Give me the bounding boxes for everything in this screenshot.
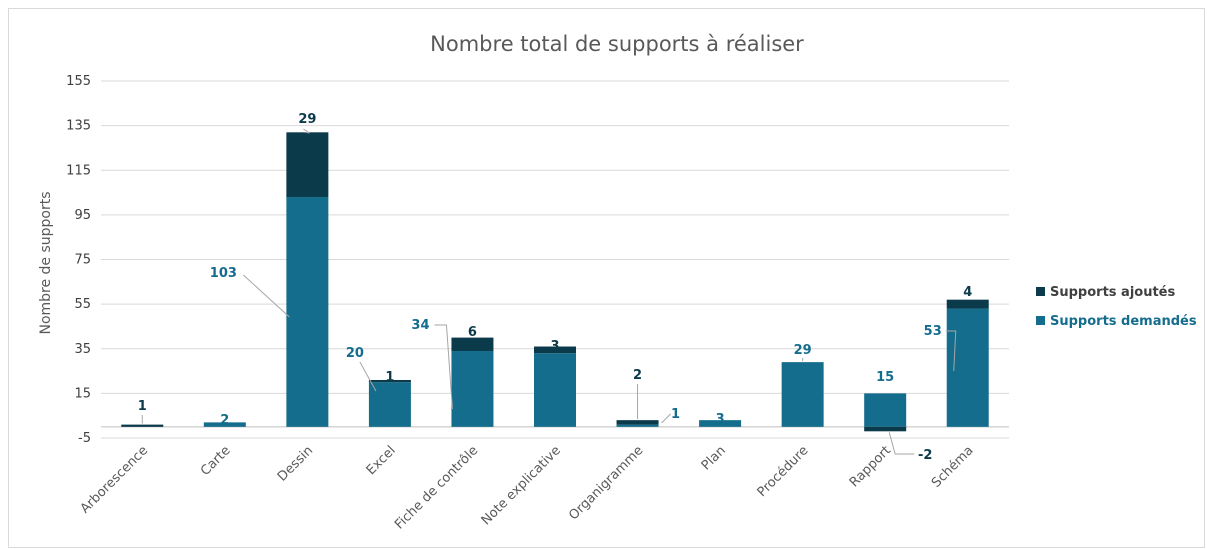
bar-segment [121,424,164,427]
y-tick-label: 35 [74,342,91,357]
leader-line [888,432,915,455]
bar-segment [946,299,989,309]
y-tick-label: 135 [66,119,91,134]
legend-label: Supports ajoutés [1050,285,1175,300]
chart-frame: 1 2 29 103 1 20 6 34 3 33 2 1 3 29 15 -2 4 53 -5 15 35 55 75 9… [8,8,1205,548]
leader-line [434,324,453,410]
bar-segment [286,132,329,198]
y-tick-label: 95 [74,208,91,223]
y-tick-label: 155 [66,74,91,89]
bar-segment [616,424,659,427]
data-label: 1 [138,399,147,414]
bar-segment [368,382,411,427]
bar-segment [203,422,246,427]
data-label: 33 [473,387,491,402]
data-label: 2 [633,368,642,383]
leader-line [243,274,290,318]
y-tick-label: 75 [74,253,91,268]
bar-segment [368,379,411,383]
legend-label: Supports demandés [1050,314,1197,329]
data-label: 15 [876,370,894,385]
data-label: 4 [963,285,972,300]
data-label: 53 [924,324,942,339]
data-label: 103 [210,266,237,281]
leader-line [359,361,377,392]
y-tick-label: -5 [78,431,91,446]
leader-line [945,330,957,372]
data-label: 34 [411,318,429,333]
x-tick-label: Arborescence [78,443,151,516]
y-tick-label: 15 [74,386,91,401]
bar-segment [864,426,907,432]
bar-segment [451,337,494,351]
x-tick-label: Fiche de contrôle [392,443,481,532]
data-label: 3 [550,339,559,354]
data-label: 1 [671,407,680,422]
x-tick-label: Carte [198,443,234,479]
y-axis-title: Nombre de supports [38,191,54,334]
x-tick-label: Note explicative [479,443,564,528]
x-tick-label: Procédure [755,443,812,500]
leader-line [303,128,310,134]
bar-segment [699,420,742,427]
bar-segment [616,420,659,425]
bar-segment [451,350,494,427]
bar-segment [534,353,576,427]
legend-swatch [1036,316,1045,325]
y-tick-label: 55 [74,297,91,312]
gridlines [101,80,1009,439]
x-tick-label: Dessin [275,443,316,484]
data-label: 29 [794,343,812,358]
x-tick-label: Excel [364,443,399,478]
data-label: 2 [220,413,229,428]
y-tick-label: 115 [66,163,91,178]
x-tick-label: Rapport [847,443,894,490]
x-tick-label: Schéma [929,443,977,491]
leader-lines [141,128,957,455]
data-label: 20 [346,346,364,361]
data-label: -2 [918,448,932,463]
x-tick-label: Organigramme [566,443,646,523]
bar-segment [781,362,824,427]
bar-segment [534,346,576,354]
legend-swatch [1036,287,1045,296]
x-tick-label: Plan [699,443,729,473]
y-axis-ticks: -5 15 35 55 75 95 115 135 155 [66,74,91,446]
bar-segment [946,308,989,427]
chart-title: Nombre total de supports à réaliser [430,32,804,56]
bar-segment [286,197,329,427]
leader-line [661,413,671,424]
data-label: 6 [468,325,477,340]
data-label: 29 [298,112,316,127]
data-label: 3 [716,412,725,427]
data-label: 1 [385,370,394,385]
bars [121,132,989,432]
bar-segment [864,393,907,427]
legend: Supports ajoutés Supports demandés [1036,285,1197,329]
